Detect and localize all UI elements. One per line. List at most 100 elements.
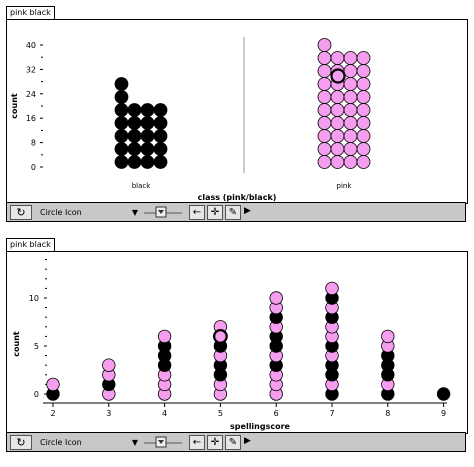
data-dot-black: [153, 129, 168, 143]
data-dot-pink: [356, 77, 371, 91]
data-dot-pink: [356, 64, 371, 78]
icon-size-slider[interactable]: [142, 206, 184, 219]
data-dot-pink: [356, 129, 371, 143]
data-dot-pink: [343, 103, 358, 117]
y-tick-label: 40: [26, 41, 36, 50]
plot-toolbar: ↻ Circle Icon ▼ ← ✛ ✎ ▶: [6, 432, 466, 452]
play-icon[interactable]: ▶: [244, 436, 251, 446]
plot-area: 0 8 16 24 32 40 count black pink class (pink/blac…: [6, 19, 468, 204]
data-dot-pink: [343, 64, 358, 78]
x-tick-label: 9: [441, 409, 446, 418]
icon-size-slider[interactable]: [142, 436, 184, 449]
x-category-label: black: [132, 182, 152, 190]
data-dot-black: [114, 103, 129, 117]
y-tick-label: 0: [31, 163, 36, 172]
x-tick-label: 2: [50, 409, 55, 418]
class-dot-plot: 0 8 16 24 32 40 count black pink class (pink/blac…: [10, 37, 371, 202]
y-tick-label: 24: [26, 90, 36, 99]
data-dot-black: [153, 142, 168, 156]
data-dot-black: [153, 103, 168, 117]
data-dot-pink: [330, 142, 345, 156]
data-dot-pink: [356, 51, 371, 65]
data-dot-pink: [317, 103, 332, 117]
data-dot-pink: [46, 377, 60, 392]
y-axis-label: count: [12, 331, 21, 357]
pencil-icon[interactable]: ✎: [225, 205, 241, 220]
data-dot-black: [153, 116, 168, 130]
data-dot-pink: [317, 129, 332, 143]
data-dot-pink: [356, 103, 371, 117]
data-dot-black: [127, 116, 142, 130]
data-dot-pink: [343, 51, 358, 65]
chevron-down-icon: ▼: [131, 208, 138, 217]
plot-panel-spelling: pink black 0 5 10 count 2 3 4 5 6 7 8 9 spellingscor…: [6, 238, 468, 460]
data-dot-pink: [317, 155, 332, 169]
x-axis-label: class (pink/black): [198, 193, 277, 202]
data-dot-pink: [381, 329, 395, 344]
data-dot-pink: [356, 155, 371, 169]
icon-type-select[interactable]: Circle Icon ▼: [38, 436, 138, 449]
x-tick-label: 7: [329, 409, 334, 418]
data-dot-pink: [343, 129, 358, 143]
data-dot-pink: [330, 51, 345, 65]
data-dot-pink: [317, 51, 332, 65]
x-category-label: pink: [337, 182, 353, 190]
data-dot-black: [140, 129, 155, 143]
arrow-left-icon[interactable]: ←: [189, 435, 205, 450]
data-dot-pink: [325, 281, 339, 296]
data-dot-pink: [102, 358, 116, 372]
data-dot-pink: [343, 90, 358, 104]
data-dot-black: [140, 142, 155, 156]
data-dot-pink: [157, 329, 172, 344]
y-tick-label: 5: [34, 342, 39, 351]
y-tick-label: 32: [26, 65, 36, 74]
data-dot-pink: [343, 116, 358, 130]
data-dot-pink: [330, 129, 345, 143]
data-dot-black: [127, 155, 142, 169]
icon-type-select-value: Circle Icon: [40, 438, 82, 447]
data-dot-pink: [330, 155, 345, 169]
data-dot-black: [127, 142, 142, 156]
selected-data-dot: [212, 328, 228, 344]
data-dot-pink: [317, 142, 332, 156]
data-dot-black: [127, 129, 142, 143]
y-tick-label: 8: [31, 139, 36, 148]
data-dot-pink: [317, 116, 332, 130]
refresh-cycle-button[interactable]: ↻: [10, 205, 32, 220]
icon-type-select[interactable]: Circle Icon ▼: [38, 206, 138, 219]
data-dot-pink: [330, 116, 345, 130]
icon-type-select-value: Circle Icon: [40, 208, 82, 217]
data-dot-pink: [317, 64, 332, 78]
crosshair-icon[interactable]: ✛: [207, 435, 223, 450]
data-dot-black: [114, 116, 129, 130]
data-dot-pink: [317, 90, 332, 104]
data-dot-black: [436, 387, 451, 401]
y-tick-label: 0: [34, 390, 39, 399]
chevron-down-icon: ▼: [131, 438, 138, 447]
plot-area: 0 5 10 count 2 3 4 5 6 7 8 9 spellingscore: [6, 251, 468, 434]
data-dot-pink: [356, 90, 371, 104]
data-dot-pink: [343, 142, 358, 156]
data-dot-pink: [356, 142, 371, 156]
play-icon[interactable]: ▶: [244, 206, 251, 216]
plot-title-tab[interactable]: pink black: [6, 6, 55, 20]
data-dot-pink: [356, 116, 371, 130]
data-dot-black: [114, 129, 129, 143]
arrow-left-icon[interactable]: ←: [189, 205, 205, 220]
spelling-dot-plot: 0 5 10 count 2 3 4 5 6 7 8 9 spellingscore: [12, 259, 451, 431]
data-dot-black: [114, 77, 129, 91]
crosshair-icon[interactable]: ✛: [207, 205, 223, 220]
data-dot-black: [127, 103, 142, 117]
data-dot-black: [153, 155, 168, 169]
data-dot-pink: [269, 291, 283, 305]
refresh-cycle-button[interactable]: ↻: [10, 435, 32, 450]
data-dot-black: [140, 155, 155, 169]
plot-title-tab[interactable]: pink black: [6, 238, 55, 252]
x-tick-label: 8: [385, 409, 390, 418]
data-dot-black: [140, 103, 155, 117]
y-tick-label: 10: [29, 294, 39, 303]
data-dot-black: [140, 116, 155, 130]
data-dot-black: [114, 90, 129, 104]
pencil-icon[interactable]: ✎: [225, 435, 241, 450]
data-dot-pink: [343, 77, 358, 91]
